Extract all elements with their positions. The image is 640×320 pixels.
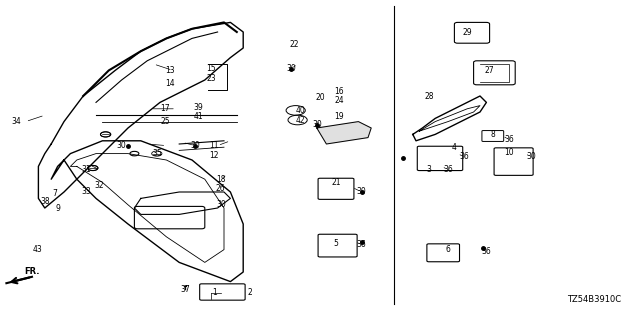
Text: 30: 30: [190, 141, 200, 150]
Text: 43: 43: [32, 245, 42, 254]
Text: 23: 23: [206, 74, 216, 83]
Text: 29: 29: [462, 28, 472, 36]
Text: 2: 2: [247, 288, 252, 297]
Text: 21: 21: [332, 178, 340, 187]
Text: 37: 37: [180, 285, 191, 294]
Text: FR.: FR.: [24, 267, 40, 276]
Text: 10: 10: [504, 148, 514, 156]
Text: 25: 25: [160, 117, 170, 126]
Text: 42: 42: [296, 116, 306, 124]
Text: 30: 30: [116, 141, 127, 150]
Text: 5: 5: [333, 239, 339, 248]
Text: 22: 22: [290, 40, 299, 49]
Text: 6: 6: [445, 245, 451, 254]
Text: 33: 33: [81, 188, 92, 196]
Text: 19: 19: [334, 112, 344, 121]
Text: 36: 36: [459, 152, 469, 161]
Text: 8: 8: [490, 130, 495, 139]
Text: 3: 3: [426, 165, 431, 174]
Text: 31: 31: [81, 165, 92, 174]
Text: 30: 30: [216, 200, 226, 209]
Text: 1: 1: [212, 288, 217, 297]
Text: 30: 30: [356, 188, 367, 196]
Text: 27: 27: [484, 66, 495, 75]
Text: 32: 32: [94, 181, 104, 190]
Text: 11: 11: [210, 141, 219, 150]
Text: 15: 15: [206, 64, 216, 73]
Text: 30: 30: [526, 152, 536, 161]
Text: 30: 30: [312, 120, 322, 129]
Text: 30: 30: [286, 64, 296, 73]
Text: 39: 39: [193, 103, 204, 112]
Text: 40: 40: [296, 106, 306, 115]
Text: 41: 41: [193, 112, 204, 121]
Text: 7: 7: [52, 189, 57, 198]
Text: 17: 17: [160, 104, 170, 113]
Text: TZ54B3910C: TZ54B3910C: [566, 295, 621, 304]
Text: 20: 20: [315, 93, 325, 102]
Text: 12: 12: [210, 151, 219, 160]
Text: 36: 36: [356, 240, 367, 249]
Text: 9: 9: [55, 204, 60, 212]
Text: 36: 36: [504, 135, 514, 144]
Polygon shape: [317, 122, 371, 144]
Text: 14: 14: [164, 79, 175, 88]
Text: 18: 18: [216, 175, 225, 184]
Text: 38: 38: [40, 197, 50, 206]
Text: 36: 36: [443, 165, 453, 174]
Text: 4: 4: [452, 143, 457, 152]
Text: 36: 36: [481, 247, 492, 256]
Text: 26: 26: [216, 184, 226, 193]
Text: 13: 13: [164, 66, 175, 75]
Text: 16: 16: [334, 87, 344, 96]
Text: 35: 35: [152, 149, 162, 158]
Text: 28: 28: [424, 92, 433, 100]
Text: 34: 34: [11, 117, 21, 126]
Text: 24: 24: [334, 96, 344, 105]
